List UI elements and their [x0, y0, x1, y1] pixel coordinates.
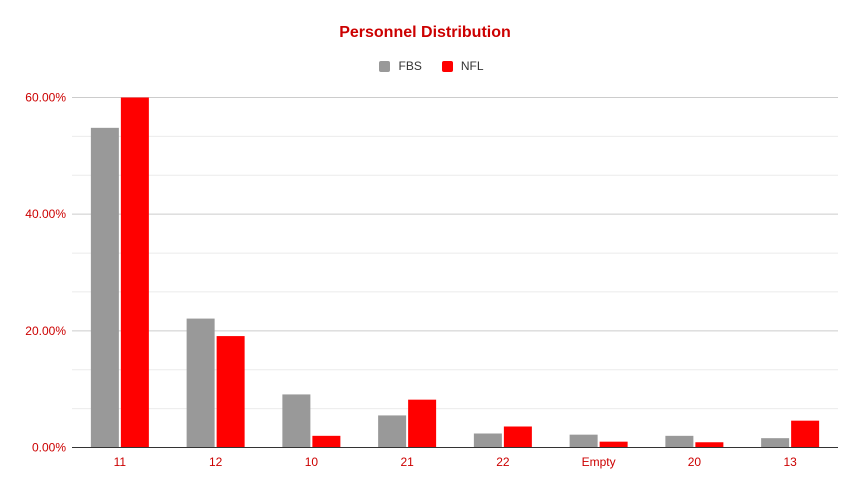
- bar-nfl-13: [791, 420, 820, 448]
- x-tick-label: 22: [496, 455, 510, 469]
- bar-fbs-10: [282, 394, 311, 448]
- y-tick-label: 60.00%: [25, 91, 66, 105]
- chart-title: Personnel Distribution: [339, 24, 511, 41]
- legend: FBS NFL: [0, 59, 863, 73]
- legend-label-fbs: FBS: [398, 59, 422, 73]
- legend-label-nfl: NFL: [460, 59, 484, 73]
- legend-item-nfl[interactable]: NFL: [441, 59, 484, 73]
- x-tick-label: Empty: [582, 455, 616, 469]
- x-tick-label: 13: [783, 455, 797, 469]
- x-tick-label: 20: [688, 455, 702, 469]
- bar-nfl-10: [312, 435, 341, 448]
- bar-fbs-20: [665, 435, 694, 448]
- bar-fbs-13: [761, 438, 790, 448]
- legend-swatch-nfl: [441, 60, 453, 72]
- bar-nfl-12: [216, 336, 245, 448]
- bar-fbs-empty: [569, 434, 598, 448]
- bar-nfl-20: [695, 442, 724, 448]
- bar-nfl-21: [408, 399, 437, 448]
- legend-swatch-fbs: [379, 60, 391, 72]
- bar-nfl-11: [120, 97, 149, 448]
- x-tick-label: 11: [114, 455, 127, 469]
- y-tick-label: 20.00%: [25, 324, 66, 338]
- bar-nfl-22: [503, 426, 532, 448]
- x-tick-label: 10: [305, 455, 319, 469]
- bar-fbs-21: [378, 415, 407, 448]
- bar-nfl-empty: [599, 441, 628, 448]
- bar-fbs-11: [90, 127, 119, 448]
- x-tick-label: 21: [400, 455, 414, 469]
- y-tick-label: 40.00%: [25, 207, 66, 221]
- bar-fbs-12: [186, 318, 215, 448]
- y-tick-label: 0.00%: [32, 441, 66, 455]
- x-tick-label: 12: [209, 455, 223, 469]
- legend-item-fbs[interactable]: FBS: [379, 59, 422, 73]
- bar-fbs-22: [473, 433, 502, 448]
